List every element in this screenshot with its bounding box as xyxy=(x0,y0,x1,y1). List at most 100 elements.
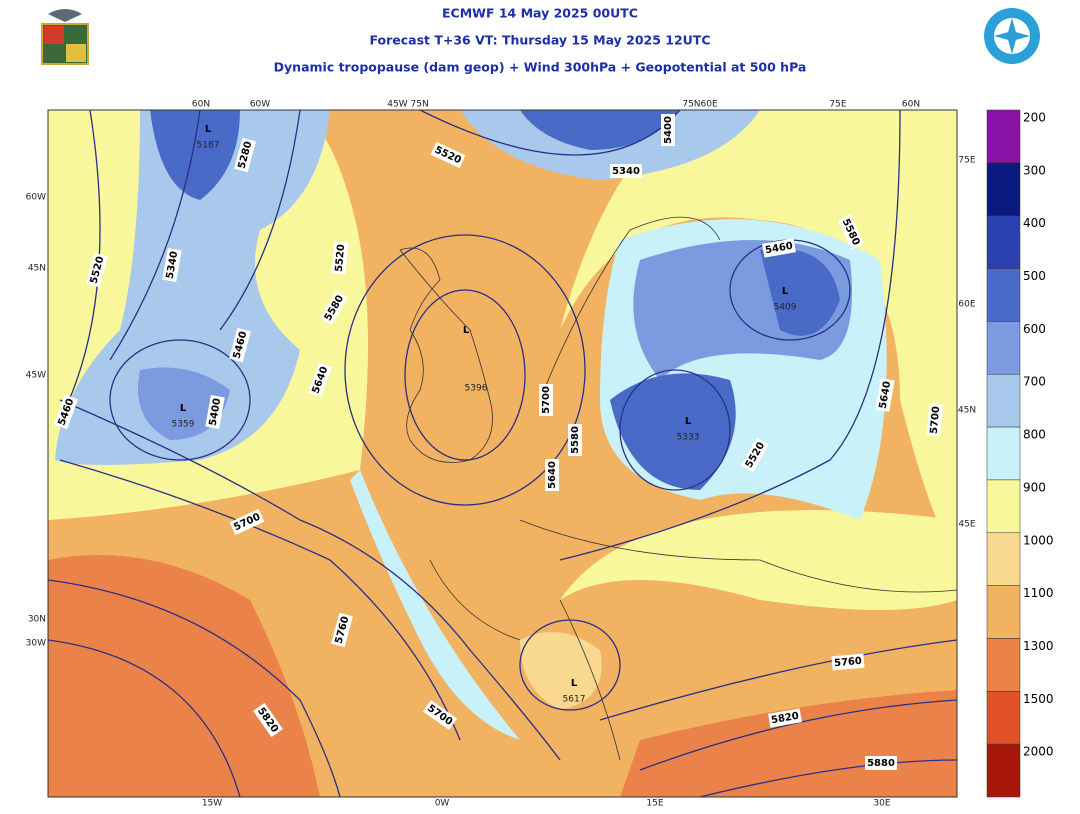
contour-label-text: 5640 xyxy=(878,380,894,409)
colorbar-swatch xyxy=(986,585,1021,639)
grid-label: 0W xyxy=(435,799,450,809)
contour-label-bg xyxy=(661,114,675,146)
grid-labels: 60N 60W 45W 75N 75N60E 75E 60N 60W 45N 45W 30N 30W… xyxy=(26,100,976,809)
contour-label: 5520 xyxy=(86,252,108,288)
contour-label-bg xyxy=(768,708,802,728)
contour-label: 5760 xyxy=(331,612,353,648)
grid-label: 45E xyxy=(958,520,975,530)
contour-label-bg xyxy=(926,403,944,437)
grid-label: 45W 75N xyxy=(387,100,428,110)
map xyxy=(48,110,957,797)
grid-label: 60W xyxy=(26,193,46,203)
grid-label: 60N xyxy=(192,100,210,110)
low-symbol: L xyxy=(685,416,692,427)
contour-label: 5280 xyxy=(234,137,256,173)
contour-labels: 5280534055205460540054605520558056405520… xyxy=(53,114,944,770)
low-symbol: L xyxy=(180,403,187,414)
grid-label: 45W xyxy=(26,371,46,381)
colorbar-label: 400 xyxy=(1023,216,1046,230)
colorbar-swatch xyxy=(986,532,1021,586)
grid-label: 45N xyxy=(28,264,46,274)
low-symbol: L xyxy=(463,325,470,336)
contour-label-bg xyxy=(740,437,770,473)
contour-label: 5520 xyxy=(331,241,349,275)
contour-label: 5460 xyxy=(762,238,796,258)
grid-label: 60N xyxy=(902,100,920,110)
contour-label-bg xyxy=(229,508,265,536)
contour-label-bg xyxy=(422,700,458,730)
low-value: 5359 xyxy=(172,420,195,430)
contour-label-text: 5760 xyxy=(834,656,863,669)
colorbar-swatch xyxy=(986,479,1021,534)
contour-label: 5400 xyxy=(205,395,225,429)
contour-label-bg xyxy=(875,378,895,412)
grid-label: 60W xyxy=(250,100,270,110)
colorbar-label: 500 xyxy=(1023,269,1046,283)
grid-label: 75N60E xyxy=(682,100,718,110)
contour-label-bg xyxy=(610,164,642,178)
grid-label: 30N xyxy=(28,615,46,625)
contour-label-bg xyxy=(762,238,796,258)
logo-right xyxy=(984,8,1040,64)
contour-label-text: 5700 xyxy=(541,386,552,414)
contour-label-bg xyxy=(307,362,333,398)
contour-label-text: 5640 xyxy=(547,461,558,489)
contour-label-bg xyxy=(568,424,582,456)
colorbar-swatch xyxy=(986,373,1021,428)
colorbar-label: 300 xyxy=(1023,163,1046,177)
colorbar-label: 200 xyxy=(1023,111,1046,125)
contour-label: 5460 xyxy=(229,327,251,363)
colorbar-swatch xyxy=(986,638,1021,692)
grid-label: 30W xyxy=(26,639,46,649)
contour-label-bg xyxy=(253,702,283,738)
low-symbol: L xyxy=(571,678,578,689)
contour-label-bg xyxy=(205,395,225,429)
low-value: 5617 xyxy=(563,695,586,705)
subtitle: Dynamic tropopause (dam geop) + Wind 300… xyxy=(274,60,807,75)
map-frame xyxy=(47,109,958,798)
contour-label-bg xyxy=(86,252,108,288)
contour-label-bg xyxy=(53,394,79,430)
low-value: 5187 xyxy=(197,141,220,151)
low-value: 5396 xyxy=(465,384,488,394)
contour-label-text: 5880 xyxy=(867,758,895,769)
grid-label: 45N xyxy=(958,406,976,416)
contour-label-bg xyxy=(837,214,865,250)
contour-label-text: 5520 xyxy=(334,244,347,273)
contour-label-bg xyxy=(234,137,256,173)
colorbar-label: 600 xyxy=(1023,322,1046,336)
low-value: 5409 xyxy=(774,303,797,313)
contour-label-bg xyxy=(319,290,349,326)
contour-label-text: 5580 xyxy=(570,426,581,454)
low-symbol: L xyxy=(205,124,212,135)
subtitle: Forecast T+36 VT: Thursday 15 May 2025 1… xyxy=(369,33,710,48)
colorbar-label: 1000 xyxy=(1023,533,1054,547)
contour-label-bg xyxy=(865,756,897,770)
grid-label: 75E xyxy=(829,100,846,110)
grid-label: 15W xyxy=(202,799,222,809)
contour-label-text: 5340 xyxy=(165,250,181,279)
contour-label-bg xyxy=(430,141,466,169)
contour-label: 5400 xyxy=(661,114,675,146)
colorbar: 200 300 400 500 600 700 800 900 1000 1100 1300 1500… xyxy=(986,109,1054,798)
contour-label: 5880 xyxy=(865,756,897,770)
colorbar-label: 700 xyxy=(1023,375,1046,389)
colorbar-swatch xyxy=(986,321,1021,375)
contour-label-text: 5340 xyxy=(612,166,640,177)
colorbar-swatch xyxy=(986,109,1021,164)
colorbar-swatch xyxy=(986,426,1021,481)
lows: L 5187 L 5359 L 5396 L 5409 L 5333 L 561… xyxy=(172,124,797,705)
colorbar-swatch xyxy=(986,691,1021,745)
title: ECMWF 14 May 2025 00UTC xyxy=(442,6,638,21)
contour-label: 5340 xyxy=(610,164,642,178)
contour-label-text: 5460 xyxy=(764,241,793,257)
contour-label-bg xyxy=(229,327,251,363)
grid-label: 30E xyxy=(873,799,890,809)
colorbar-label: 1500 xyxy=(1023,692,1054,706)
contour-label: 5820 xyxy=(768,708,802,728)
colorbar-swatch xyxy=(986,215,1021,269)
contour-label-bg xyxy=(162,248,182,282)
contour-label-bg xyxy=(331,241,349,275)
colorbar-swatch xyxy=(986,268,1021,322)
contour-label: 5700 xyxy=(926,403,944,437)
